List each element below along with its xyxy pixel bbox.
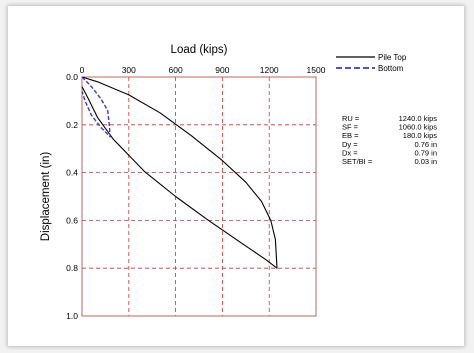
series-layer (81, 76, 278, 269)
x-tick-label: 300 (122, 65, 136, 75)
stat-value: 0.03 in (414, 157, 437, 166)
legend-label-pile-top: Pile Top (378, 53, 407, 62)
y-tick-label: 1.0 (66, 311, 78, 321)
stat-label: SET/BI = (342, 157, 373, 166)
legend: Pile Top Bottom (336, 53, 407, 73)
stat-value: 180.0 kips (403, 131, 437, 140)
x-axis-title: Load (kips) (171, 44, 228, 56)
y-axis-title: Displacement (in) (40, 152, 52, 242)
y-tick-label: 0.6 (66, 215, 78, 225)
y-tick-label: 0.4 (66, 168, 78, 178)
y-tick-label: 0.2 (66, 120, 78, 130)
x-tick-labels: 0 300 600 900 1200 1500 (80, 65, 326, 75)
stat-value: 0.76 in (414, 140, 437, 149)
stat-value: 1240.0 kips (399, 114, 438, 123)
x-tick-label: 600 (169, 65, 183, 75)
y-tick-label: 0.0 (66, 72, 78, 82)
x-tick-label: 1500 (307, 65, 326, 75)
stat-label: Dy = (342, 140, 358, 149)
stat-label: Dx = (342, 148, 358, 157)
x-tick-label: 900 (215, 65, 229, 75)
legend-label-bottom: Bottom (378, 64, 404, 73)
stat-label: SF = (342, 123, 359, 132)
results-summary: RU = 1240.0 kips SF = 1060.0 kips EB = 1… (342, 114, 437, 166)
grid-layer (82, 77, 316, 316)
y-tick-label: 0.8 (66, 263, 78, 273)
plot-area-frame (81, 76, 317, 317)
chart-frame (8, 6, 464, 346)
series-line-pile-top (81, 76, 278, 269)
x-tick-label: 0 (80, 65, 85, 75)
series-line-bottom (81, 76, 111, 138)
stat-value: 0.79 in (414, 148, 437, 157)
stat-label: RU = (342, 114, 360, 123)
x-tick-label: 1200 (260, 65, 279, 75)
y-tick-labels: 0.0 0.2 0.4 0.6 0.8 1.0 (66, 72, 78, 321)
stat-label: EB = (342, 131, 359, 140)
stat-value: 1060.0 kips (399, 123, 438, 132)
